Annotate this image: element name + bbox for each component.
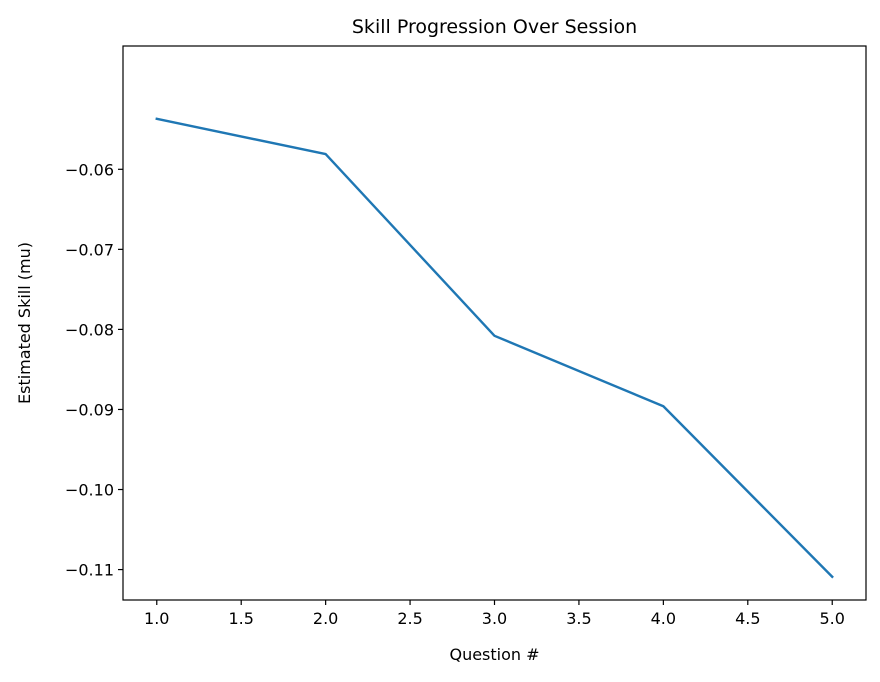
y-tick-label: −0.09 (65, 400, 114, 419)
x-tick-label: 2.5 (397, 609, 422, 628)
x-tick-label: 5.0 (820, 609, 845, 628)
chart-title: Skill Progression Over Session (352, 16, 637, 38)
data-layer (155, 117, 834, 579)
y-tick-label: −0.08 (65, 320, 114, 339)
x-tick-label: 1.0 (144, 609, 169, 628)
plot-frame (122, 45, 867, 601)
x-tick-label: 4.5 (735, 609, 760, 628)
plot-area (123, 46, 866, 600)
y-axis-ticks: −0.06 −0.07 −0.08 −0.09 −0.10 −0.11 (65, 160, 123, 580)
y-tick-label: −0.11 (65, 561, 114, 580)
x-tick-label: 3.5 (566, 609, 591, 628)
x-axis-ticks: 1.0 1.5 2.0 2.5 3.0 3.5 4.0 4.5 5.0 (144, 600, 845, 628)
x-tick-label: 3.0 (482, 609, 507, 628)
x-tick-label: 4.0 (651, 609, 676, 628)
x-tick-label: 2.0 (313, 609, 338, 628)
x-tick-label: 1.5 (228, 609, 253, 628)
x-axis-label: Question # (449, 645, 539, 664)
y-axis-label: Estimated Skill (mu) (15, 242, 34, 404)
y-tick-label: −0.06 (65, 160, 114, 179)
series-line-0 (155, 117, 834, 579)
y-tick-label: −0.07 (65, 240, 114, 259)
y-tick-label: −0.10 (65, 481, 114, 500)
